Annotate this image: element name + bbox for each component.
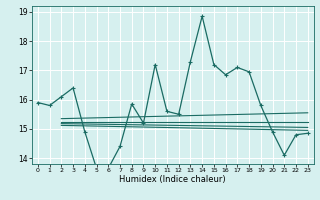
X-axis label: Humidex (Indice chaleur): Humidex (Indice chaleur) xyxy=(119,175,226,184)
